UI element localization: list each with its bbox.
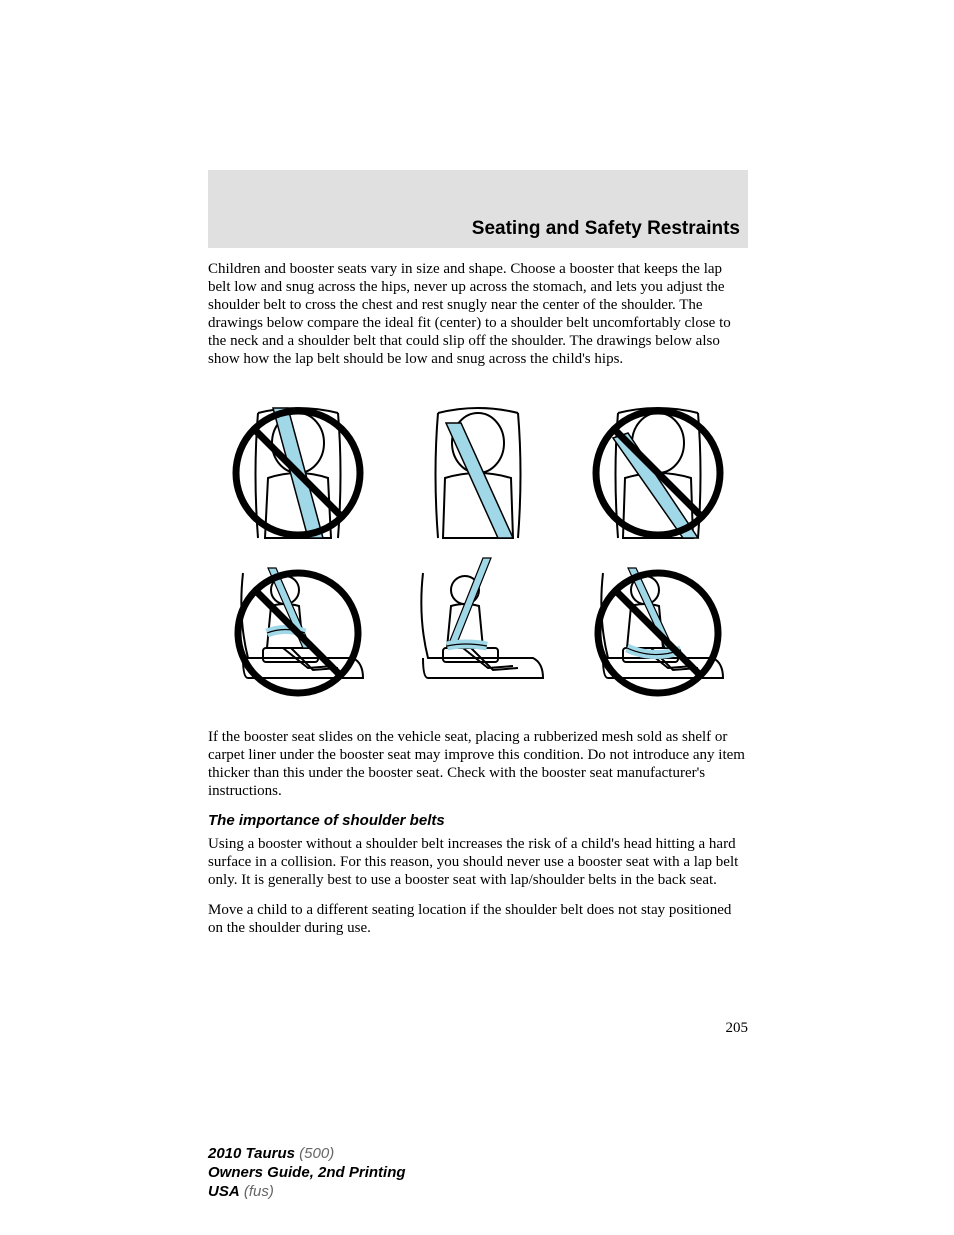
footer-line-2: Owners Guide, 2nd Printing — [208, 1164, 406, 1183]
footer-region: USA — [208, 1183, 240, 1200]
content-area: Children and booster seats vary in size … — [208, 260, 748, 949]
page-number: 205 — [726, 1020, 749, 1037]
illus-booster-low-correct — [388, 545, 568, 710]
footer-line-3: USA (fus) — [208, 1183, 406, 1202]
illustration-grid — [208, 380, 748, 710]
header-band: Seating and Safety Restraints — [208, 170, 748, 248]
document-page: Seating and Safety Restraints Children a… — [0, 0, 954, 1235]
footer-code: (500) — [295, 1145, 334, 1162]
illus-booster-slack-wrong — [568, 545, 748, 710]
subheading-shoulder-belts: The importance of shoulder belts — [208, 812, 748, 829]
illus-torso-center-correct — [388, 380, 568, 545]
paragraph-mesh: If the booster seat slides on the vehicl… — [208, 728, 748, 800]
footer-line-1: 2010 Taurus (500) — [208, 1145, 406, 1164]
footer-model: 2010 Taurus — [208, 1145, 295, 1162]
illus-torso-shoulder-wrong — [568, 380, 748, 545]
paragraph-shoulder-1: Using a booster without a shoulder belt … — [208, 835, 748, 889]
paragraph-shoulder-2: Move a child to a different seating loca… — [208, 901, 748, 937]
illus-torso-neck-wrong — [208, 380, 388, 545]
illus-booster-high-wrong — [208, 545, 388, 710]
footer-region-code: (fus) — [240, 1183, 274, 1200]
footer-block: 2010 Taurus (500) Owners Guide, 2nd Prin… — [208, 1145, 406, 1201]
paragraph-intro: Children and booster seats vary in size … — [208, 260, 748, 368]
section-title: Seating and Safety Restraints — [472, 218, 740, 240]
